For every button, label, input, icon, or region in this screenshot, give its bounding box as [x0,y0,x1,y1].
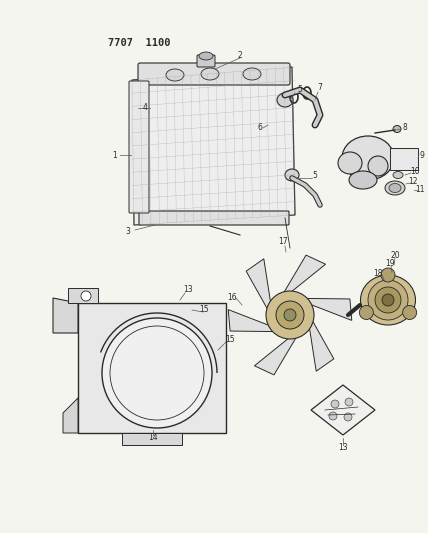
Ellipse shape [385,181,405,195]
Polygon shape [246,259,272,318]
Polygon shape [132,67,295,225]
Ellipse shape [342,136,394,180]
Text: 18: 18 [373,269,383,278]
Ellipse shape [389,183,401,192]
Text: 14: 14 [148,433,158,442]
Ellipse shape [360,275,416,325]
Circle shape [284,309,296,321]
Ellipse shape [243,68,261,80]
Text: 10: 10 [410,167,420,176]
Polygon shape [311,385,375,435]
Circle shape [344,413,352,421]
FancyBboxPatch shape [138,63,290,85]
Text: 17: 17 [278,238,288,246]
Circle shape [102,318,212,428]
Polygon shape [279,255,326,301]
Polygon shape [308,312,334,371]
Text: 20: 20 [390,251,400,260]
Ellipse shape [393,172,403,179]
Circle shape [375,287,401,313]
FancyBboxPatch shape [122,433,182,445]
FancyBboxPatch shape [129,81,149,213]
Circle shape [345,398,353,406]
Text: 5: 5 [312,171,318,180]
Ellipse shape [285,169,299,181]
Text: 11: 11 [415,185,425,195]
Circle shape [368,280,408,320]
Polygon shape [297,298,352,320]
FancyBboxPatch shape [197,55,215,67]
Circle shape [331,400,339,408]
Polygon shape [63,398,78,433]
Text: 15: 15 [225,335,235,344]
Text: 9: 9 [419,150,425,159]
Text: 4: 4 [143,103,147,112]
Text: 19: 19 [385,259,395,268]
Text: 1: 1 [113,150,117,159]
Ellipse shape [338,152,362,174]
Text: 13: 13 [183,286,193,295]
Ellipse shape [368,156,388,176]
Text: 2: 2 [238,51,242,60]
Text: 8: 8 [403,123,407,132]
Circle shape [266,291,314,339]
Circle shape [329,412,337,420]
Circle shape [276,301,304,329]
Text: 12: 12 [408,177,418,187]
Circle shape [360,305,373,319]
FancyBboxPatch shape [78,303,226,433]
Text: 7707  1100: 7707 1100 [108,38,170,48]
Polygon shape [254,329,301,375]
Polygon shape [228,310,283,332]
FancyBboxPatch shape [390,148,418,170]
Ellipse shape [166,69,184,81]
Circle shape [382,294,394,306]
Text: 16: 16 [227,294,237,303]
Ellipse shape [349,171,377,189]
Ellipse shape [393,125,401,133]
FancyBboxPatch shape [139,211,289,225]
Text: 5: 5 [297,85,303,94]
Text: 3: 3 [125,228,131,237]
Text: 13: 13 [338,443,348,453]
Ellipse shape [199,52,213,60]
Polygon shape [53,298,78,333]
Text: 7: 7 [318,84,322,93]
Circle shape [81,291,91,301]
Ellipse shape [277,93,293,107]
Text: 6: 6 [258,124,262,133]
Text: 15: 15 [199,305,209,314]
Polygon shape [68,288,98,303]
Ellipse shape [201,68,219,80]
Circle shape [381,268,395,282]
Circle shape [403,305,416,319]
